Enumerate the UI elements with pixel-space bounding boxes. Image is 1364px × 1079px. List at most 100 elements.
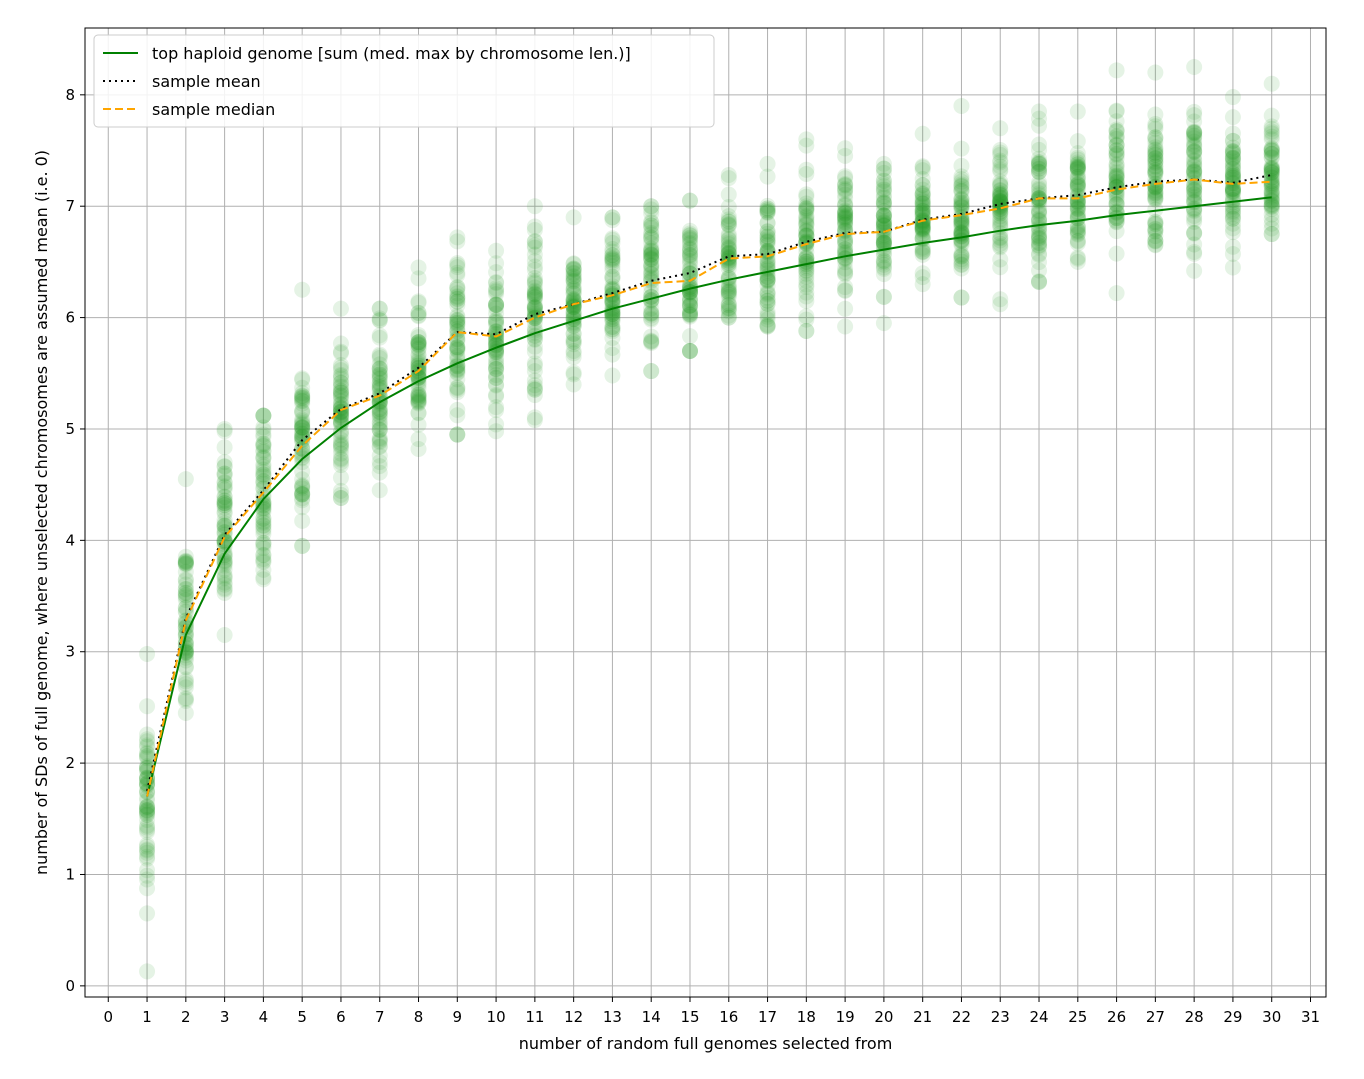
scatter-point <box>526 380 543 397</box>
scatter-point <box>1263 226 1280 243</box>
scatter-point <box>875 194 892 211</box>
scatter-point <box>332 382 349 399</box>
scatter-point <box>294 402 311 419</box>
scatter-point <box>1108 137 1125 154</box>
scatter-point <box>759 285 776 302</box>
scatter-point <box>526 275 543 292</box>
scatter-point <box>798 311 815 328</box>
scatter-point <box>1108 195 1125 212</box>
scatter-point <box>139 783 156 800</box>
scatter-point <box>1069 159 1086 176</box>
x-tick-label: 21 <box>913 1008 932 1026</box>
scatter-point <box>1108 145 1125 162</box>
scatter-point <box>332 441 349 458</box>
scatter-point <box>371 312 388 329</box>
scatter-point <box>837 300 854 317</box>
scatter-point <box>798 257 815 274</box>
scatter-point <box>255 435 272 452</box>
scatter-point <box>837 265 854 282</box>
scatter-point <box>410 326 427 343</box>
scatter-point <box>410 395 427 412</box>
scatter-point <box>798 284 815 301</box>
scatter-point <box>875 155 892 172</box>
scatter-point <box>332 407 349 424</box>
scatter-point <box>177 603 194 620</box>
scatter-point <box>798 227 815 244</box>
scatter-point <box>953 236 970 253</box>
scatter-point <box>914 269 931 286</box>
scatter-point <box>1069 187 1086 204</box>
scatter-point <box>643 244 660 261</box>
scatter-point <box>1263 183 1280 200</box>
scatter-point <box>177 690 194 707</box>
scatter-point <box>1186 177 1203 194</box>
scatter-point <box>526 309 543 326</box>
scatter-point <box>255 407 272 424</box>
scatter-point <box>992 208 1009 225</box>
scatter-point <box>1108 157 1125 174</box>
scatter-point <box>604 293 621 310</box>
scatter-point <box>565 314 582 331</box>
scatter-point <box>992 229 1009 246</box>
scatter-point <box>216 533 233 550</box>
scatter-point <box>1031 237 1048 254</box>
scatter-point <box>1108 208 1125 225</box>
plot-frame <box>84 27 1327 998</box>
scatter-point <box>643 291 660 308</box>
scatter-point <box>992 194 1009 211</box>
scatter-point <box>139 871 156 888</box>
scatter-point <box>216 526 233 543</box>
scatter-point <box>992 186 1009 203</box>
scatter-point <box>216 574 233 591</box>
scatter-point <box>488 367 505 384</box>
scatter-point <box>875 234 892 251</box>
scatter-point <box>759 197 776 214</box>
scatter-point <box>681 302 698 319</box>
scatter-point <box>332 457 349 474</box>
scatter-point <box>139 645 156 662</box>
scatter-point <box>1224 132 1241 149</box>
scatter-point <box>294 416 311 433</box>
scatter-point <box>177 659 194 676</box>
scatter-point <box>1263 190 1280 207</box>
scatter-point <box>992 189 1009 206</box>
scatter-point <box>1031 141 1048 158</box>
x-tick-label: 15 <box>680 1008 699 1026</box>
scatter-point <box>139 905 156 922</box>
scatter-point <box>643 214 660 231</box>
scatter-point <box>604 250 621 267</box>
scatter-point <box>255 552 272 569</box>
scatter-point <box>875 178 892 195</box>
scatter-point <box>837 209 854 226</box>
scatter-point <box>798 265 815 282</box>
scatter-point <box>216 488 233 505</box>
scatter-point <box>604 313 621 330</box>
scatter-point <box>604 254 621 271</box>
scatter-point <box>914 221 931 238</box>
scatter-point <box>216 454 233 471</box>
scatter-point <box>216 533 233 550</box>
scatter-point <box>255 407 272 424</box>
scatter-point <box>759 228 776 245</box>
scatter-point <box>798 253 815 270</box>
scatter-point <box>371 389 388 406</box>
scatter-point <box>1147 162 1164 179</box>
scatter-point <box>255 514 272 531</box>
scatter-point <box>798 244 815 261</box>
scatter-point <box>759 233 776 250</box>
scatter-point <box>953 217 970 234</box>
scatter-point <box>449 426 466 443</box>
scatter-point <box>565 282 582 299</box>
scatter-point <box>488 416 505 433</box>
scatter-point <box>720 296 737 313</box>
scatter-point <box>1108 142 1125 159</box>
scatter-point <box>1031 234 1048 251</box>
scatter-point <box>1031 163 1048 180</box>
scatter-point <box>875 260 892 277</box>
scatter-point <box>643 288 660 305</box>
scatter-point <box>294 478 311 495</box>
scatter-point <box>992 182 1009 199</box>
scatter-point <box>139 744 156 761</box>
scatter-point <box>139 750 156 767</box>
scatter-point <box>875 222 892 239</box>
